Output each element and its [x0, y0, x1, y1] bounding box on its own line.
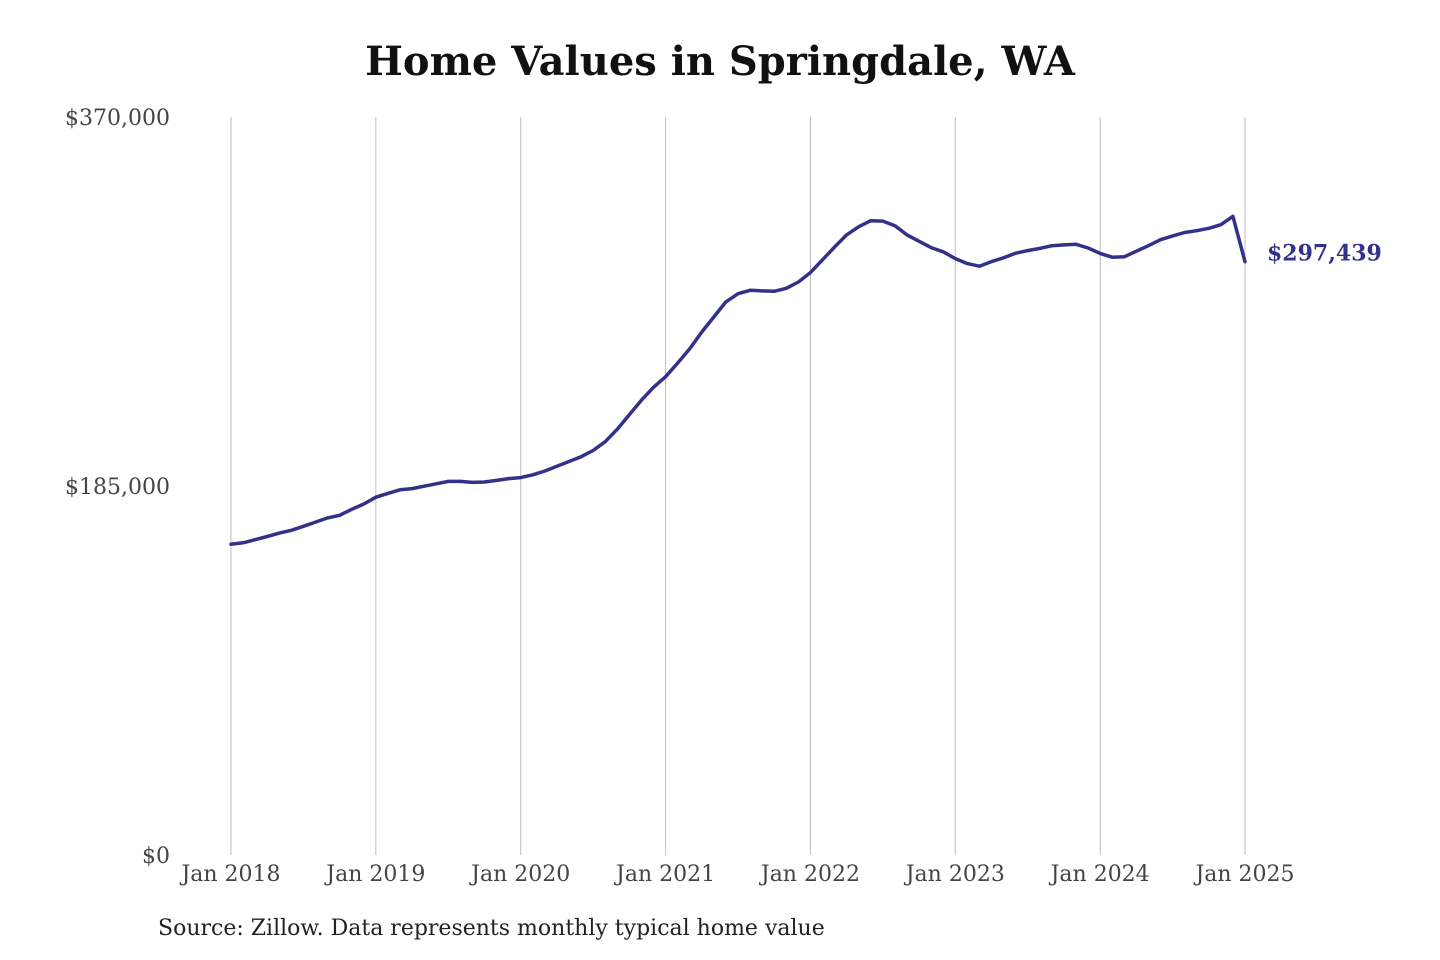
- y-axis: $0 $185,000 $370,000: [65, 106, 170, 869]
- x-tick-label: Jan 2024: [1049, 862, 1150, 887]
- series-layer: [229, 214, 1247, 546]
- x-tick-label: Jan 2020: [469, 862, 570, 887]
- x-tick-label: Jan 2018: [179, 862, 280, 887]
- y-tick-label: $0: [142, 844, 170, 869]
- y-tick-label: $185,000: [65, 475, 170, 500]
- chart-title: Home Values in Springdale, WA: [365, 38, 1075, 85]
- x-tick-label: Jan 2022: [759, 862, 860, 887]
- x-tick-label: Jan 2019: [324, 862, 425, 887]
- x-tick-label: Jan 2023: [904, 862, 1005, 887]
- end-value-label: $297,439: [1267, 241, 1382, 267]
- x-tick-label: Jan 2021: [614, 862, 715, 887]
- source-note: Source: Zillow. Data represents monthly …: [158, 916, 825, 941]
- series-line: [229, 214, 1247, 546]
- y-tick-label: $370,000: [65, 106, 170, 131]
- x-axis: Jan 2018 Jan 2019 Jan 2020 Jan 2021 Jan 2022…: [179, 862, 1294, 887]
- grid-layer: [230, 117, 1246, 855]
- x-tick-label: Jan 2025: [1193, 862, 1294, 887]
